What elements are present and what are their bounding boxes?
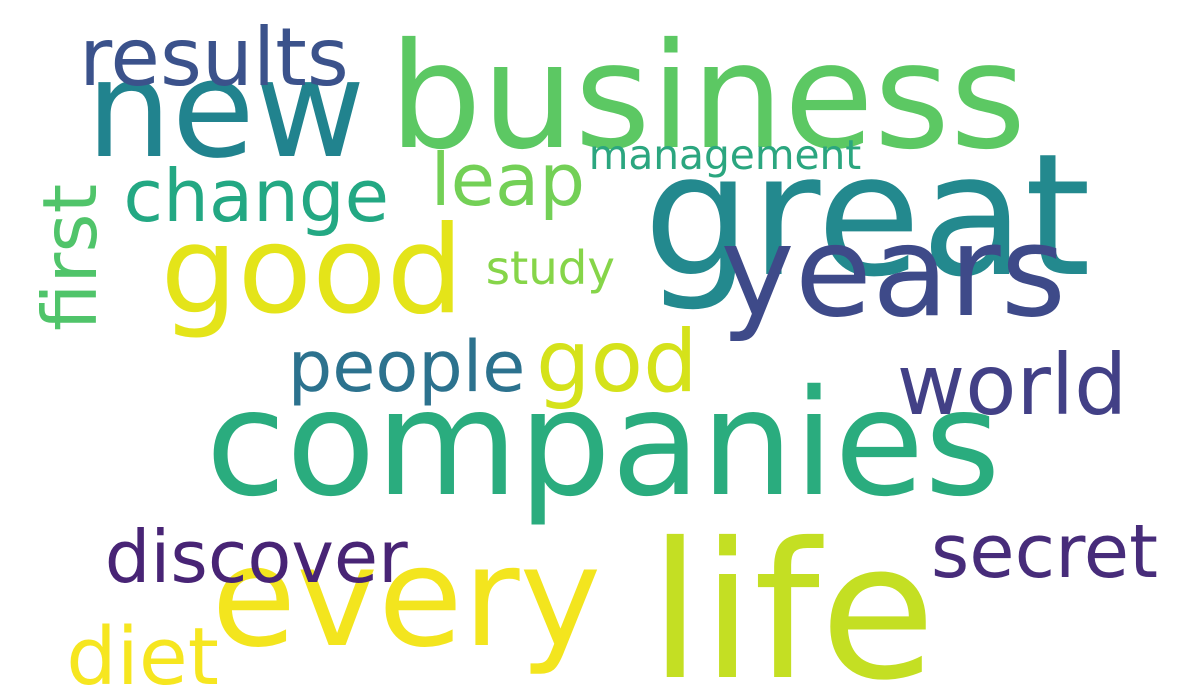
word-world: world bbox=[896, 335, 1128, 434]
word-study: study bbox=[485, 241, 615, 296]
word-god: god bbox=[536, 311, 698, 412]
word-management: management bbox=[588, 130, 862, 179]
word-discover: discover bbox=[104, 515, 408, 599]
word-people: people bbox=[287, 326, 526, 409]
word-companies: companies bbox=[205, 357, 1001, 529]
word-first: first bbox=[26, 184, 115, 332]
word-good: good bbox=[160, 198, 464, 341]
word-years: years bbox=[720, 197, 1067, 345]
word-great: great bbox=[643, 116, 1091, 314]
word-business: business bbox=[389, 11, 1027, 182]
word-new: new bbox=[86, 30, 366, 188]
word-results: results bbox=[79, 9, 349, 104]
word-diet: diet bbox=[66, 610, 219, 700]
word-secret: secret bbox=[930, 510, 1159, 596]
word-change: change bbox=[123, 155, 390, 240]
word-life: life bbox=[649, 503, 936, 700]
word-every: every bbox=[211, 516, 602, 678]
word-leap: leap bbox=[430, 139, 586, 224]
